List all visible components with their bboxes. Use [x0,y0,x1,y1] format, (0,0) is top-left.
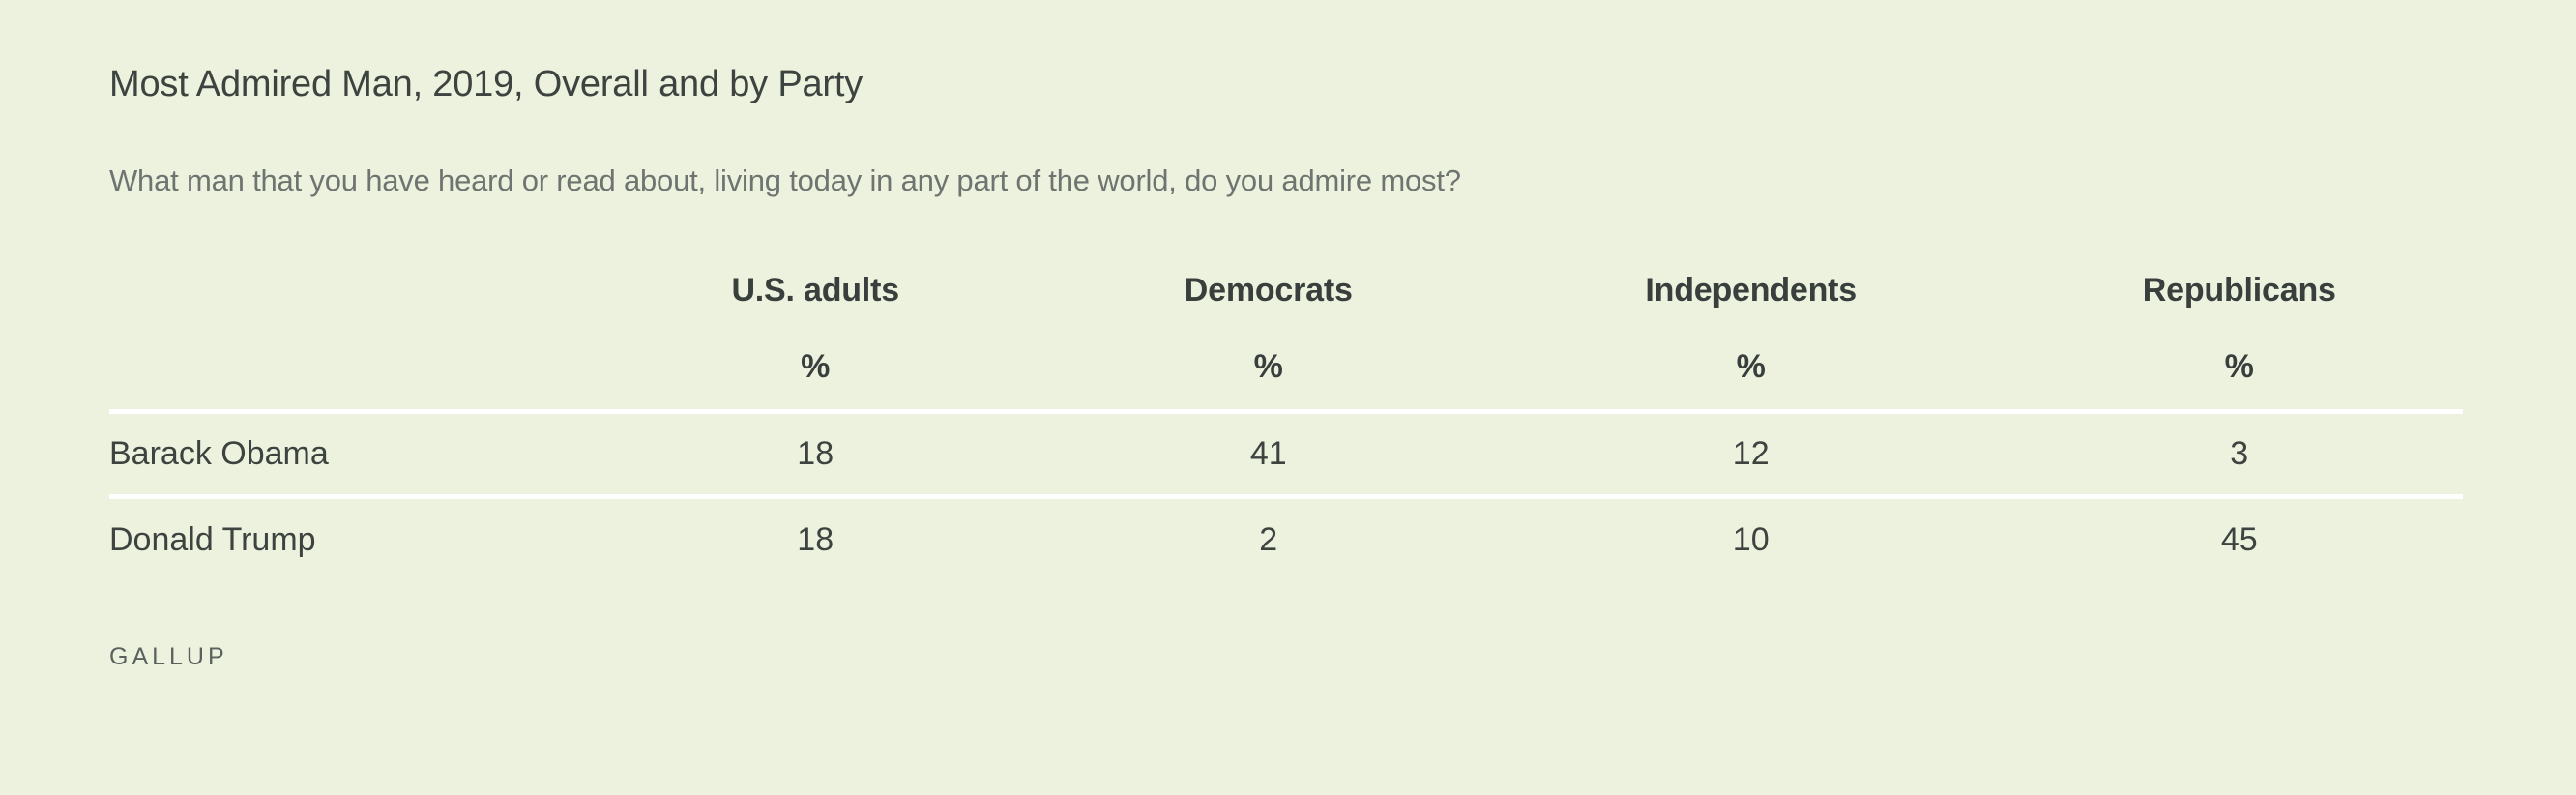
page-title: Most Admired Man, 2019, Overall and by P… [109,64,864,104]
column-header-democrats: Democrats [1184,271,1353,309]
unit-symbol-republicans: % [2224,348,2254,386]
source-attribution: GALLUP [109,643,228,670]
poll-table: U.S. adults Democrats Independents Repub… [109,266,2463,581]
value-cell-democrats: 2 [1259,520,1278,558]
table-row-donald-trump: Donald Trump 18 2 10 45 [109,496,2463,581]
survey-question: What man that you have heard or read abo… [109,163,1461,197]
value-cell-us-adults: 18 [797,434,834,472]
unit-row: % % % % [109,314,2463,411]
header-empty-cell [109,266,580,314]
unit-symbol-us-adults: % [801,348,831,386]
unit-empty-cell [109,314,580,411]
row-label: Barack Obama [109,434,329,472]
column-header-independents: Independents [1645,271,1857,309]
table-header: U.S. adults Democrats Independents Repub… [109,266,2463,411]
table-row-barack-obama: Barack Obama 18 41 12 3 [109,411,2463,496]
header-row: U.S. adults Democrats Independents Repub… [109,266,2463,314]
value-cell-independents: 12 [1732,434,1770,472]
value-cell-republicans: 3 [2230,434,2249,472]
value-cell-democrats: 41 [1249,434,1287,472]
column-header-republicans: Republicans [2142,271,2336,309]
unit-symbol-independents: % [1736,348,1766,386]
row-label: Donald Trump [109,520,316,558]
value-cell-republicans: 45 [2220,520,2258,558]
column-header-us-adults: U.S. adults [731,271,899,309]
unit-symbol-democrats: % [1253,348,1283,386]
table-body: Barack Obama 18 41 12 3 Donald Trump 18 … [109,411,2463,581]
value-cell-us-adults: 18 [797,520,834,558]
value-cell-independents: 10 [1732,520,1770,558]
